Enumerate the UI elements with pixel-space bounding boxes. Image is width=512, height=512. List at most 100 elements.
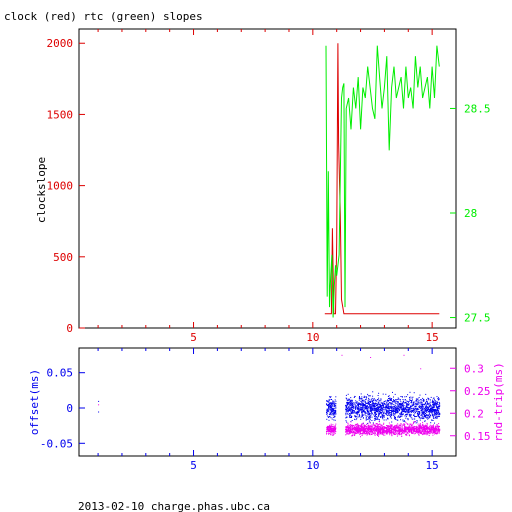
data-point-offset [432, 397, 434, 399]
data-point-offset [347, 406, 349, 408]
data-point-rnd-trip [397, 428, 399, 430]
data-point-rnd-trip [326, 433, 327, 435]
data-point-offset [361, 410, 363, 412]
data-point-rnd-trip [351, 428, 353, 429]
data-point-offset [334, 413, 336, 415]
data-point-offset [408, 403, 410, 405]
data-point-offset [335, 396, 337, 398]
data-point-rnd-trip [380, 426, 382, 428]
data-point-rnd-trip [424, 429, 426, 431]
data-point-rnd-trip [334, 427, 336, 429]
data-point-rnd-trip [356, 427, 358, 429]
data-point-offset [409, 414, 411, 416]
data-point-offset [437, 402, 439, 403]
data-point-offset [392, 414, 394, 416]
data-point-offset [407, 412, 409, 414]
data-point-offset [382, 415, 384, 417]
data-point-rnd-trip [428, 431, 429, 433]
data-point-rnd-trip [328, 431, 330, 433]
data-point-offset [346, 403, 348, 405]
data-point-offset [365, 417, 367, 419]
data-point-offset [359, 409, 361, 411]
data-point-rnd-trip [332, 424, 334, 426]
data-point-rnd-trip [422, 427, 424, 428]
data-point-offset [416, 408, 418, 410]
data-point-offset [349, 399, 351, 401]
data-point-offset [352, 411, 354, 413]
data-point-offset [330, 413, 331, 415]
data-point-offset [347, 402, 348, 404]
data-point-rnd-trip [430, 428, 432, 430]
data-point-rnd-trip [408, 426, 410, 428]
data-point-rnd-trip [357, 431, 359, 433]
data-point-offset [403, 402, 405, 404]
data-point-offset [435, 413, 437, 415]
data-point-rnd-trip [399, 432, 401, 434]
data-point-offset [439, 412, 441, 414]
data-point-offset [420, 403, 422, 405]
data-point-rnd-trip [345, 434, 347, 436]
data-point-offset [392, 403, 393, 405]
data-point-offset [400, 408, 402, 410]
data-point-offset [352, 408, 354, 410]
data-point-offset [390, 399, 392, 401]
data-point-offset [415, 406, 417, 408]
data-point-offset [375, 418, 377, 420]
data-point-offset [418, 403, 420, 405]
data-point-rnd-trip [392, 432, 394, 434]
data-point-offset [353, 397, 355, 398]
data-point-rnd-trip [332, 431, 334, 433]
data-point-rnd-trip [436, 432, 438, 434]
data-point-offset [409, 398, 411, 400]
data-point-rnd-trip [415, 426, 417, 428]
data-point-offset [438, 415, 440, 417]
data-point-offset [423, 415, 425, 417]
data-point-rnd-trip [426, 427, 428, 429]
data-point-offset [350, 415, 352, 417]
data-point-offset [435, 414, 437, 416]
data-point-rnd-trip [431, 431, 432, 433]
data-point-rnd-trip [366, 424, 368, 426]
data-point-rnd-trip [356, 431, 358, 433]
data-point-offset [425, 393, 427, 395]
data-point-offset [418, 413, 420, 415]
data-point-offset [399, 415, 401, 417]
chart-title: clock (red) rtc (green) slopes [4, 10, 203, 23]
data-point-offset [394, 414, 396, 416]
data-point-offset [363, 405, 365, 407]
data-point-offset [422, 400, 424, 402]
data-point-offset [436, 416, 438, 418]
data-point-offset [329, 405, 331, 407]
data-point-offset [368, 416, 370, 418]
data-point-offset [374, 402, 376, 404]
data-point-offset [408, 411, 410, 413]
data-point-offset [369, 407, 371, 409]
data-point-offset [331, 418, 333, 420]
data-point-rnd-trip [388, 425, 390, 427]
outlier-point-offset [98, 411, 100, 413]
data-point-rnd-trip [376, 433, 378, 435]
data-point-offset [368, 412, 370, 414]
data-point-rnd-trip [376, 426, 378, 428]
data-point-offset [367, 412, 369, 414]
data-point-offset [347, 404, 349, 406]
data-point-offset [359, 403, 361, 405]
data-point-rnd-trip [401, 436, 403, 437]
data-point-offset [417, 404, 419, 406]
data-point-rnd-trip [349, 429, 351, 431]
data-point-rnd-trip [329, 432, 331, 434]
data-point-rnd-trip [361, 425, 363, 427]
data-point-offset [397, 411, 399, 413]
data-point-offset [423, 414, 425, 416]
data-point-offset [390, 403, 392, 405]
data-point-offset [407, 419, 409, 421]
data-point-rnd-trip [390, 429, 392, 431]
data-point-rnd-trip [347, 423, 349, 425]
data-point-offset [359, 415, 361, 417]
data-point-rnd-trip [399, 424, 401, 426]
data-point-offset [402, 403, 404, 405]
data-point-offset [421, 417, 423, 419]
data-point-offset [433, 403, 434, 405]
data-point-rnd-trip [354, 426, 356, 428]
